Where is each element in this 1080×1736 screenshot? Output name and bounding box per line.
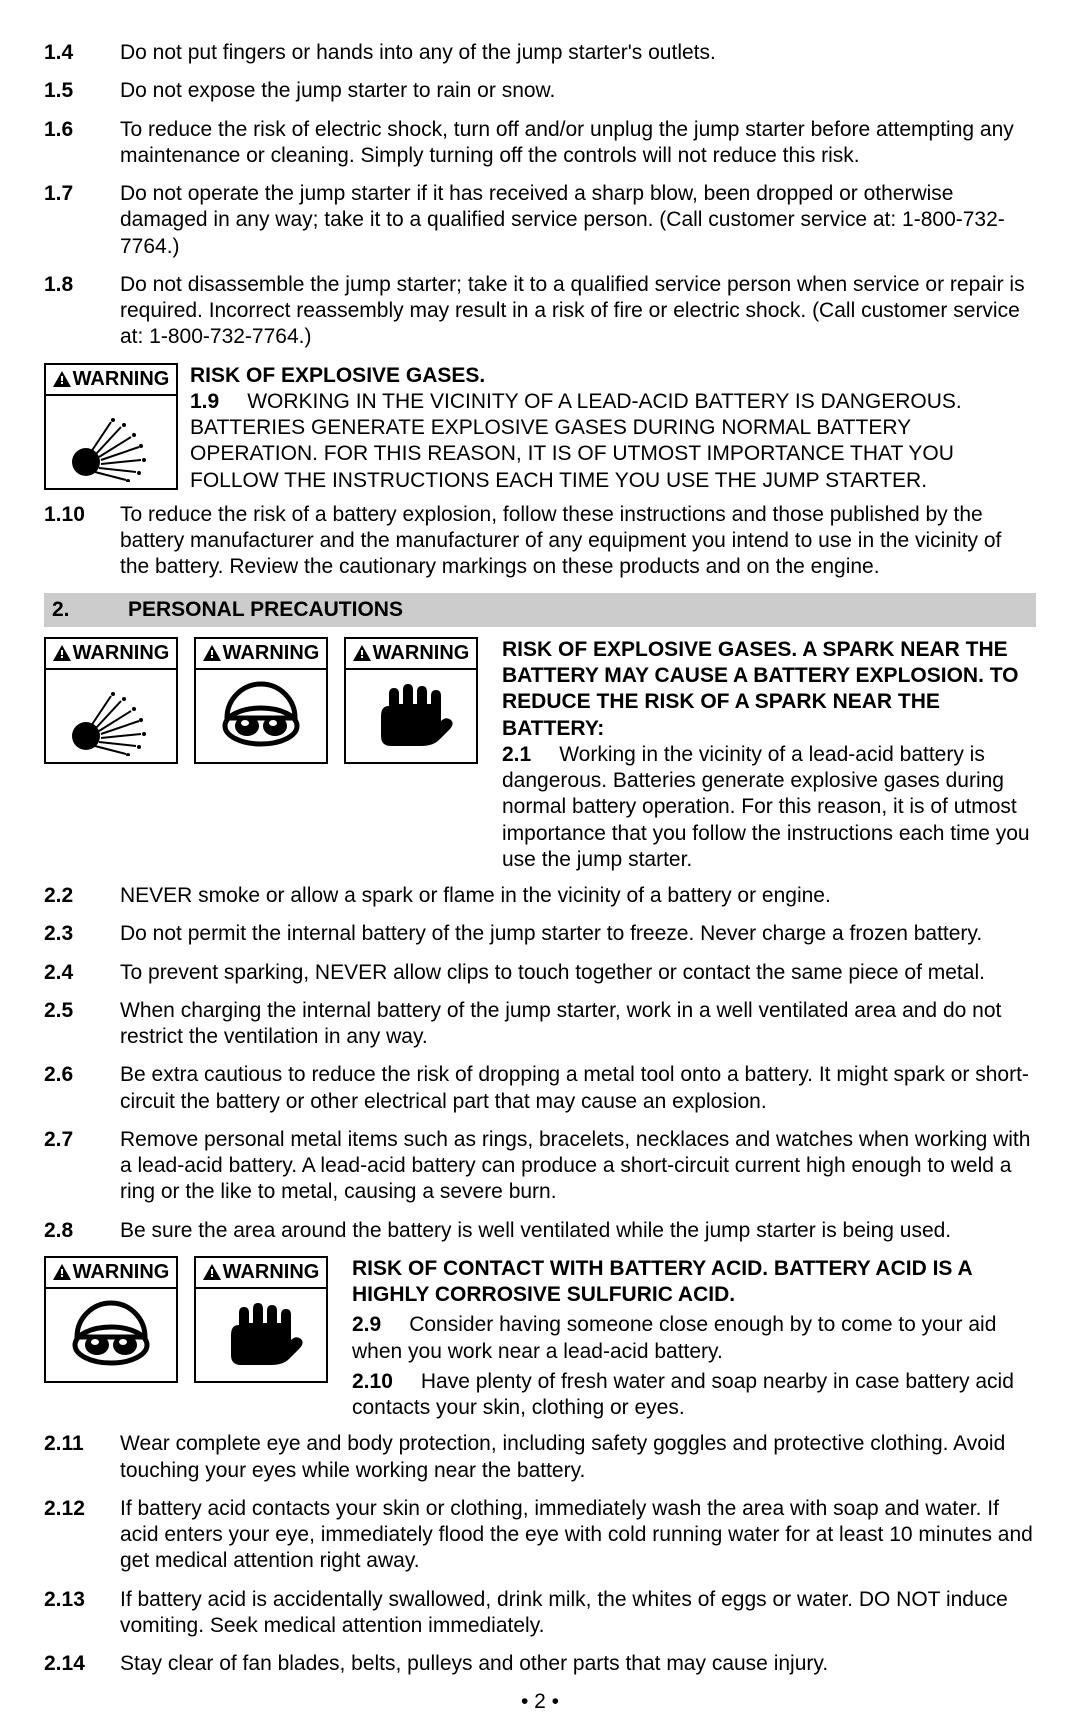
item-text: Be extra cautious to reduce the risk of … bbox=[120, 1062, 1036, 1115]
alert-triangle-icon bbox=[353, 645, 371, 661]
item-text: 2.10Have plenty of fresh water and soap … bbox=[352, 1369, 1036, 1422]
item-text: When charging the internal battery of th… bbox=[120, 998, 1036, 1051]
warning-box: WARNING bbox=[44, 363, 178, 490]
item-text: To prevent sparking, NEVER allow clips t… bbox=[120, 960, 1036, 986]
alert-triangle-icon bbox=[203, 1264, 221, 1280]
warning-label: WARNING bbox=[46, 1258, 176, 1289]
item-number: 1.9 bbox=[190, 390, 219, 413]
list-item: 1.10To reduce the risk of a battery expl… bbox=[44, 502, 1036, 581]
section-title: PERSONAL PRECAUTIONS bbox=[128, 598, 403, 621]
item-number: 1.10 bbox=[44, 502, 120, 581]
item-number: 1.8 bbox=[44, 272, 120, 351]
item-text: Be sure the area around the battery is w… bbox=[120, 1218, 1036, 1244]
item-number: 1.5 bbox=[44, 78, 120, 104]
list-item: 1.7Do not operate the jump starter if it… bbox=[44, 181, 1036, 260]
item-number: 1.7 bbox=[44, 181, 120, 260]
warning-block-acid: WARNING WARNING RISK OF CONTACT WITH BAT… bbox=[44, 1256, 1036, 1422]
list-item: 2.13If battery acid is accidentally swal… bbox=[44, 1587, 1036, 1640]
glove-icon bbox=[196, 1289, 326, 1381]
item-number: 2.4 bbox=[44, 960, 120, 986]
section-number: 2. bbox=[52, 597, 128, 623]
alert-triangle-icon bbox=[203, 645, 221, 661]
warning-block-personal: WARNING WARNING WARNING RISK OF EXPLOSIV… bbox=[44, 637, 1036, 873]
goggles-icon bbox=[196, 670, 326, 762]
explosion-icon bbox=[46, 396, 176, 488]
item-text: Do not permit the internal battery of th… bbox=[120, 921, 1036, 947]
list-item: 2.11Wear complete eye and body protectio… bbox=[44, 1431, 1036, 1484]
alert-triangle-icon bbox=[53, 1264, 71, 1280]
list-item: 2.8Be sure the area around the battery i… bbox=[44, 1218, 1036, 1244]
warning-block-explosive: WARNING RISK OF EXPLOSIVE GASES. 1.9WORK… bbox=[44, 363, 1036, 494]
item-text: NEVER smoke or allow a spark or flame in… bbox=[120, 883, 1036, 909]
item-number: 2.13 bbox=[44, 1587, 120, 1640]
item-text: To reduce the risk of a battery explosio… bbox=[120, 502, 1036, 581]
list-item: 2.6Be extra cautious to reduce the risk … bbox=[44, 1062, 1036, 1115]
item-number: 2.3 bbox=[44, 921, 120, 947]
item-text: Wear complete eye and body protection, i… bbox=[120, 1431, 1036, 1484]
item-number: 2.12 bbox=[44, 1496, 120, 1575]
item-text: Do not disassemble the jump starter; tak… bbox=[120, 272, 1036, 351]
list-item: 2.12If battery acid contacts your skin o… bbox=[44, 1496, 1036, 1575]
list-item: 2.7Remove personal metal items such as r… bbox=[44, 1127, 1036, 1206]
item-number: 2.5 bbox=[44, 998, 120, 1051]
explosion-icon bbox=[46, 670, 176, 762]
section-header: 2.PERSONAL PRECAUTIONS bbox=[44, 593, 1036, 627]
warning-box: WARNING bbox=[44, 637, 178, 764]
item-number: 2.10 bbox=[352, 1370, 393, 1393]
list-item: 2.4To prevent sparking, NEVER allow clip… bbox=[44, 960, 1036, 986]
list-item: 2.2NEVER smoke or allow a spark or flame… bbox=[44, 883, 1036, 909]
item-number: 2.8 bbox=[44, 1218, 120, 1244]
warning-box: WARNING bbox=[194, 1256, 328, 1383]
item-number: 2.11 bbox=[44, 1431, 120, 1484]
list-item: 2.5When charging the internal battery of… bbox=[44, 998, 1036, 1051]
item-text: If battery acid contacts your skin or cl… bbox=[120, 1496, 1036, 1575]
item-text: If battery acid is accidentally swallowe… bbox=[120, 1587, 1036, 1640]
item-number: 2.9 bbox=[352, 1313, 381, 1336]
warning-box: WARNING bbox=[194, 637, 328, 764]
goggles-icon bbox=[46, 1289, 176, 1381]
item-text: Do not operate the jump starter if it ha… bbox=[120, 181, 1036, 260]
warning-title: RISK OF EXPLOSIVE GASES. bbox=[190, 363, 1036, 389]
warning-title: RISK OF EXPLOSIVE GASES. A SPARK NEAR TH… bbox=[502, 637, 1036, 742]
glove-icon bbox=[346, 670, 476, 762]
item-text: 2.9Consider having someone close enough … bbox=[352, 1312, 1036, 1365]
list-item: 2.14Stay clear of fan blades, belts, pul… bbox=[44, 1651, 1036, 1677]
list-item: 1.5Do not expose the jump starter to rai… bbox=[44, 78, 1036, 104]
item-number: 2.14 bbox=[44, 1651, 120, 1677]
warning-title: RISK OF CONTACT WITH BATTERY ACID. BATTE… bbox=[352, 1256, 1036, 1309]
item-text: Remove personal metal items such as ring… bbox=[120, 1127, 1036, 1206]
item-text: 2.1Working in the vicinity of a lead-aci… bbox=[502, 742, 1036, 873]
item-text: 1.9WORKING IN THE VICINITY OF A LEAD-ACI… bbox=[190, 389, 1036, 494]
alert-triangle-icon bbox=[53, 645, 71, 661]
item-number: 2.1 bbox=[502, 743, 531, 766]
list-item: 2.3Do not permit the internal battery of… bbox=[44, 921, 1036, 947]
warning-label: WARNING bbox=[46, 365, 176, 396]
warning-box: WARNING bbox=[344, 637, 478, 764]
warning-label: WARNING bbox=[46, 639, 176, 670]
item-number: 2.6 bbox=[44, 1062, 120, 1115]
alert-triangle-icon bbox=[53, 371, 71, 387]
item-text: Do not expose the jump starter to rain o… bbox=[120, 78, 1036, 104]
list-item: 1.6To reduce the risk of electric shock,… bbox=[44, 117, 1036, 170]
item-text: To reduce the risk of electric shock, tu… bbox=[120, 117, 1036, 170]
item-text: Stay clear of fan blades, belts, pulleys… bbox=[120, 1651, 1036, 1677]
warning-label: WARNING bbox=[196, 1258, 326, 1289]
list-item: 1.8Do not disassemble the jump starter; … bbox=[44, 272, 1036, 351]
item-number: 2.2 bbox=[44, 883, 120, 909]
item-text: Do not put fingers or hands into any of … bbox=[120, 40, 1036, 66]
item-number: 2.7 bbox=[44, 1127, 120, 1206]
item-number: 1.6 bbox=[44, 117, 120, 170]
list-item: 1.4Do not put fingers or hands into any … bbox=[44, 40, 1036, 66]
item-number: 1.4 bbox=[44, 40, 120, 66]
page-number: • 2 • bbox=[44, 1689, 1036, 1715]
warning-box: WARNING bbox=[44, 1256, 178, 1383]
warning-label: WARNING bbox=[196, 639, 326, 670]
warning-label: WARNING bbox=[346, 639, 476, 670]
